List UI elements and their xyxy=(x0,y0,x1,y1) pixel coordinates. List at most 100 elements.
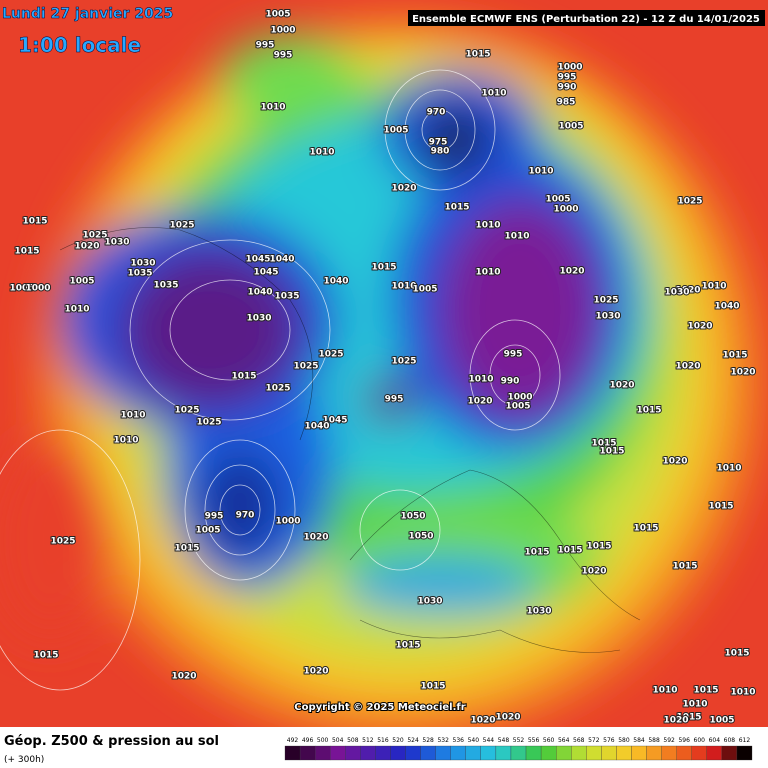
isobar-label: 1020 xyxy=(559,267,584,277)
isobar-label: 1015 xyxy=(693,686,718,696)
isobar-label: 1010 xyxy=(682,700,707,710)
isobar-label: 1020 xyxy=(495,713,520,723)
scale-cell xyxy=(450,745,466,761)
isobar-label: 1025 xyxy=(391,357,416,367)
date: Lundi 27 janvier 2025 xyxy=(2,6,173,22)
scale-cell xyxy=(631,745,647,761)
isobar-label: 1020 xyxy=(470,716,495,726)
scale-cell xyxy=(616,745,632,761)
isobar-label: 1010 xyxy=(481,89,506,99)
isobar-label: 1030 xyxy=(104,238,129,248)
scale-tick-label: 608 xyxy=(724,737,736,744)
isobar-label: 1005 xyxy=(195,526,220,536)
scale-tick-label: 604 xyxy=(709,737,721,744)
isobar-label: 1010 xyxy=(475,221,500,231)
scale-tick-label: 564 xyxy=(558,737,570,744)
isobar-label: 1050 xyxy=(400,512,425,522)
isobar-label: 1015 xyxy=(633,524,658,534)
scale-cell xyxy=(736,745,753,761)
geopotential-field xyxy=(0,20,760,740)
isobar-label: 1010 xyxy=(528,167,553,177)
scale-cell xyxy=(586,745,602,761)
isobar-label: 1010 xyxy=(475,268,500,278)
coastlines xyxy=(59,227,641,653)
scale-tick-label: 552 xyxy=(513,737,525,744)
isobar-label: 1025 xyxy=(82,231,107,241)
run-info: Ensemble ECMWF ENS (Perturbation 22) - 1… xyxy=(412,14,760,25)
isobar-label: 1010 xyxy=(504,232,529,242)
isobar-label: 1015 xyxy=(599,447,624,457)
isobar-label: 1010 xyxy=(391,282,416,292)
isobar-label: 1010 xyxy=(468,375,493,385)
isobar-label: 1005 xyxy=(545,195,570,205)
isobar-label: 1025 xyxy=(293,362,318,372)
isobar-label: 1020 xyxy=(662,457,687,467)
isobar-label: 1005 xyxy=(412,285,437,295)
isobar-label: 1015 xyxy=(586,542,611,552)
isobar-label: 1025 xyxy=(169,221,194,231)
isobar-label: 995 xyxy=(256,41,275,51)
isobar-label: 1025 xyxy=(50,537,75,547)
isobar-label: 980 xyxy=(431,147,450,157)
scale-tick-label: 548 xyxy=(498,737,510,744)
isobar-label: 1010 xyxy=(120,411,145,421)
isobar-label: 990 xyxy=(501,377,520,387)
isobar-label: 970 xyxy=(236,511,255,521)
isobar-label: 1005 xyxy=(9,284,34,294)
isobar-label: 1015 xyxy=(444,203,469,213)
isobar-label: 1010 xyxy=(260,103,285,113)
isobar-label: 1015 xyxy=(22,217,47,227)
copyright: Copyright © 2025 Meteociel.fr xyxy=(294,702,465,713)
isobar-label: 1015 xyxy=(557,546,582,556)
isobar-label: 995 xyxy=(504,350,523,360)
scale-tick-label: 508 xyxy=(347,737,359,744)
scale-cell xyxy=(721,745,738,761)
isobar-label: 1030 xyxy=(130,259,155,269)
isobar-label: 1000 xyxy=(507,393,532,403)
scale-tick-label: 496 xyxy=(302,737,314,744)
isobar-label: 1025 xyxy=(174,406,199,416)
isobar-label: 1020 xyxy=(171,672,196,682)
isobar-label: 1000 xyxy=(270,26,295,36)
scale-tick-label: 580 xyxy=(618,737,630,744)
scale-tick-label: 500 xyxy=(317,737,329,744)
isobar-label: 1040 xyxy=(269,255,294,265)
isobar-labels: 1005100099599510101015101010009959909851… xyxy=(8,9,756,727)
isobar-label: 1005 xyxy=(265,10,290,20)
scale-cell xyxy=(345,745,361,761)
isobar-label: 995 xyxy=(385,395,404,405)
isobar-label: 1020 xyxy=(467,397,492,407)
scale-cell xyxy=(510,745,527,761)
isobar-label: 1010 xyxy=(113,436,138,446)
scale-cell xyxy=(525,745,542,761)
isobar-label: 1015 xyxy=(724,649,749,659)
isobar-label: 1040 xyxy=(323,277,348,287)
isobar-label: 1010 xyxy=(64,305,89,315)
isobar-label: 1035 xyxy=(274,292,299,302)
isobar-label: 1000 xyxy=(25,284,50,294)
isobar-label: 1035 xyxy=(153,281,178,291)
scale-tick-label: 512 xyxy=(362,737,374,744)
isobar-label: 1010 xyxy=(652,686,677,696)
isobar-label: 1005 xyxy=(709,716,734,726)
isobar-label: 1045 xyxy=(253,268,278,278)
isobar-label: 1015 xyxy=(636,406,661,416)
isobar-label: 1010 xyxy=(730,688,755,698)
scale-cell xyxy=(465,745,481,761)
scale-tick-label: 592 xyxy=(663,737,675,744)
isobar-label: 970 xyxy=(427,108,446,118)
scale-tick-label: 536 xyxy=(453,737,465,744)
color-scale: 492 496 500 504 508 512 516 520 524 528 532 536 540 5… xyxy=(284,737,753,761)
isobars xyxy=(0,69,561,691)
isobar-label: 1000 xyxy=(557,63,582,73)
isobar-label: 1020 xyxy=(675,286,700,296)
isobar-label: 1005 xyxy=(69,277,94,287)
scale-tick-label: 516 xyxy=(377,737,389,744)
footer-title: Géop. Z500 & pression au sol xyxy=(4,734,219,749)
isobar-label: 1025 xyxy=(196,418,221,428)
isobar-label: 1005 xyxy=(558,122,583,132)
isobar-label: 1030 xyxy=(664,288,689,298)
scale-tick-label: 520 xyxy=(392,737,404,744)
